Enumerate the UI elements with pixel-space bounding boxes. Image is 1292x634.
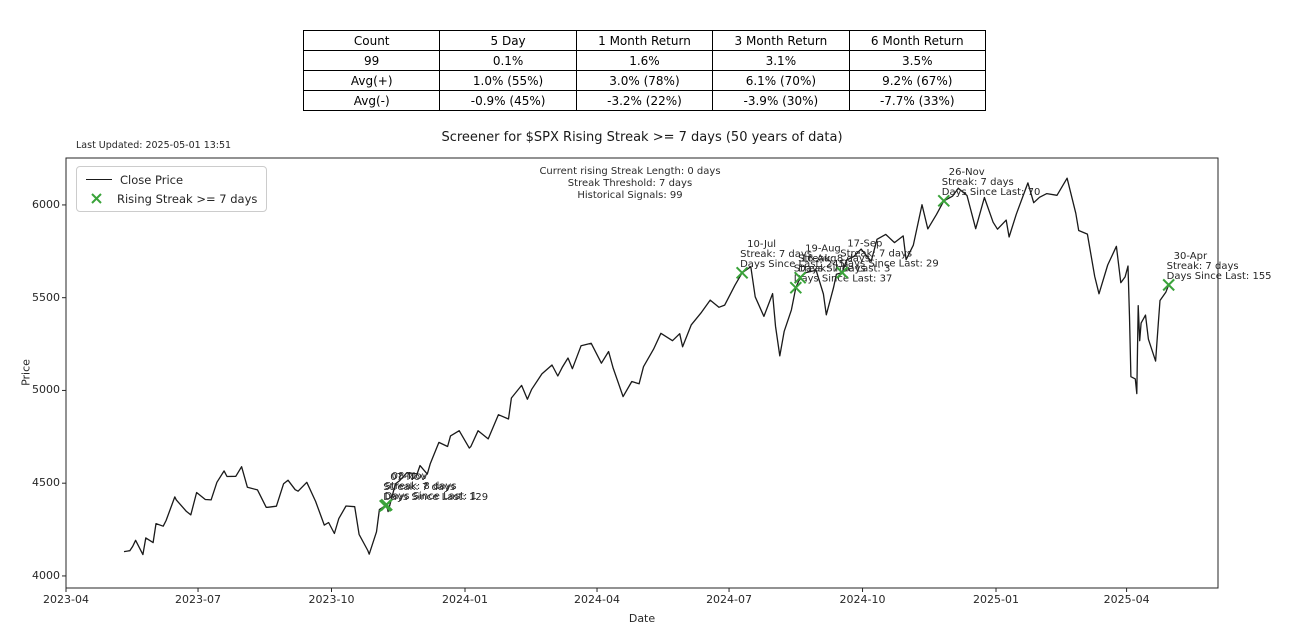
signal-marker [1162,278,1175,292]
x-tick-label: 2025-01 [973,593,1019,606]
signal-annotation-line: Days Since Last: 29 [840,259,939,270]
plot-border [65,157,1219,589]
legend-item-close-price: Close Price [83,172,260,188]
signal-annotation-line: 08-Nov [392,471,428,482]
legend-label-rising-streak: Rising Streak >= 7 days [117,191,258,206]
streak-info-block: Current rising Streak Length: 0 days Str… [480,166,780,202]
info-current-streak: Current rising Streak Length: 0 days [539,166,721,177]
table-cell: -3.2% (22%) [575,90,714,111]
signal-annotation-line: Streak: 7 days [1167,261,1239,272]
table-header-cell: 6 Month Return [848,30,987,51]
signal-annotation-line: 30-Apr [1174,251,1208,262]
table-cell: Avg(-) [302,90,441,111]
info-historical-signals: Historical Signals: 99 [577,190,683,201]
signal-annotation-line: Days Since Last: 129 [383,492,488,503]
legend: Close Price Rising Streak >= 7 days [76,166,267,212]
signal-annotation: 17-Sep Streak: 7 days Days Since Last: 29 [840,239,939,270]
x-tick-label: 2023-10 [308,593,355,606]
legend-item-rising-streak: Rising Streak >= 7 days [83,191,260,207]
table-cell: 3.0% (78%) [575,70,714,91]
signal-marker [735,266,749,280]
signal-annotation: 08-Nov Streak: 8 days Days Since Last: 1 [385,471,477,502]
signal-annotation-line: 10-Jul [747,239,776,250]
table-row: Avg(+) 1.0% (55%) 3.0% (78%) 6.1% (70%) 9.2%… [302,70,987,91]
table-cell: -7.7% (33%) [848,90,987,111]
signal-annotation-line: Days Since Last: 37 [794,274,893,285]
signal-marker [793,271,807,284]
signal-annotation-line: Days Since Last: 3 [798,264,890,275]
y-tick-label: 4000 [32,568,60,582]
rising-streak-x-icon [83,192,109,205]
signal-annotation: 26-Nov Streak: 7 days Days Since Last: 70 [942,167,1041,198]
signal-annotation: 16-Aug Streak: 7 days Days Since Last: 37 [794,254,893,285]
x-tick-label: 2023-07 [175,593,221,606]
table-cell: -3.9% (30%) [712,90,850,111]
chart-title: Screener for $SPX Rising Streak >= 7 day… [441,130,843,145]
table-row: Avg(-) -0.9% (45%) -3.2% (22%) -3.9% (30%) -… [302,90,987,111]
legend-label-close-price: Close Price [120,172,184,187]
table-cell: 6.1% (70%) [712,70,850,91]
signal-annotation: 30-Apr Streak: 7 days Days Since Last: 155 [1167,251,1272,282]
signal-annotation-line: Streak: 7 days [383,482,455,493]
signal-annotation-line: 17-Sep [847,239,882,250]
y-tick-label: 5000 [32,383,60,397]
signal-marker [789,281,803,294]
signal-annotation-line: Streak: 7 days [840,249,912,260]
signal-annotation-line: Streak: 7 days [942,177,1014,188]
signal-marker [937,194,950,208]
signal-annotation-line: Streak: 7 days [740,249,812,260]
y-tick-label: 4500 [32,476,60,490]
table-cell: -0.9% (45%) [439,90,577,111]
y-tick-label: 6000 [32,197,60,211]
signal-annotation-line: 26-Nov [949,167,985,178]
signal-annotation-line: Days Since Last: 1 [385,491,477,502]
summary-table: Count 5 Day 1 Month Return 3 Month Return 6 … [302,30,987,111]
signal-annotation: 19-Aug Streak: 8 days Days Since Last: 3 [798,244,890,275]
last-updated-label: Last Updated: 2025-05-01 13:51 [76,140,232,151]
signal-annotation-line: Streak: 8 days [798,254,870,265]
x-tick-label: 2024-04 [574,593,620,606]
x-axis-label: Date [628,612,656,625]
y-tick-label: 5500 [32,290,60,304]
info-threshold: Streak Threshold: 7 days [567,178,693,189]
signal-marker [836,266,849,279]
close-price-line-swatch [86,179,112,180]
signal-annotation-line: Days Since Last: 245 [740,259,845,270]
signal-annotation-line: 19-Aug [805,244,841,255]
x-tick-label: 2024-07 [706,593,753,606]
signal-annotation-line: Streak: 7 days [794,264,866,275]
signal-annotation-line: Days Since Last: 155 [1167,271,1272,282]
signal-annotation: 10-Jul Streak: 7 days Days Since Last: 245 [740,239,845,270]
signal-annotation-line: 16-Aug [801,254,837,265]
x-tick-label: 2023-04 [43,593,89,606]
x-tick-label: 2024-10 [839,593,886,606]
signal-marker [380,498,393,512]
signal-annotation-line: 07-Nov [390,472,426,483]
signal-annotation: 07-Nov Streak: 7 days Days Since Last: 129 [383,472,488,503]
x-tick-label: 2024-01 [442,593,488,606]
signal-annotation-line: Streak: 8 days [385,481,457,492]
signal-annotation-line: Days Since Last: 70 [942,187,1041,198]
close-price-line [123,177,1170,556]
table-header-row: Count 5 Day 1 Month Return 3 Month Return 6 … [302,30,987,51]
x-tick-label: 2025-04 [1103,593,1150,606]
